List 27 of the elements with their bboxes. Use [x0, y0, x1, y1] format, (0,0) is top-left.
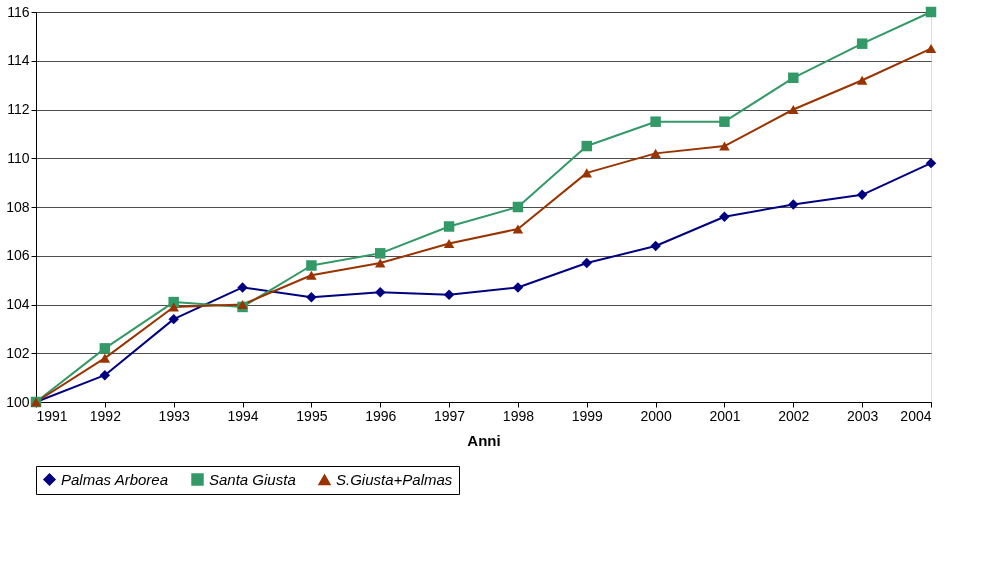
x-tick-label: 1992	[89, 407, 122, 424]
x-tick-label: 1998	[502, 407, 535, 424]
y-tick-label: 100	[6, 393, 30, 410]
x-tick-label: 1993	[158, 407, 190, 424]
y-tick-label: 110	[7, 149, 30, 166]
x-tick-label: 1997	[434, 407, 466, 424]
x-tick-label: 2001	[709, 407, 741, 424]
x-axis-title: Anni	[467, 431, 501, 449]
x-tick-label: 1999	[571, 407, 604, 424]
y-tick-label: 116	[7, 3, 30, 20]
y-tick-label: 108	[6, 198, 30, 215]
legend-label: Palmas Arborea	[61, 470, 168, 488]
y-tick-label: 112	[7, 101, 30, 117]
x-tick-label: 1996	[365, 407, 397, 424]
legend-label: S.Giusta+Palmas	[336, 470, 453, 488]
x-tick-label: 2004	[900, 407, 932, 424]
x-tick-label: 2000	[640, 407, 672, 424]
x-tick-label: 1994	[227, 407, 259, 424]
x-tick-label: 2003	[847, 407, 879, 424]
y-tick-label: 114	[7, 52, 30, 69]
y-tick-label: 106	[6, 247, 30, 264]
legend-label: Santa Giusta	[209, 470, 296, 488]
y-tick-label: 104	[6, 296, 30, 312]
x-tick-label: 1991	[36, 407, 68, 424]
x-tick-label: 2002	[778, 407, 810, 424]
y-tick-label: 102	[6, 344, 30, 361]
x-tick-label: 1995	[296, 407, 328, 424]
